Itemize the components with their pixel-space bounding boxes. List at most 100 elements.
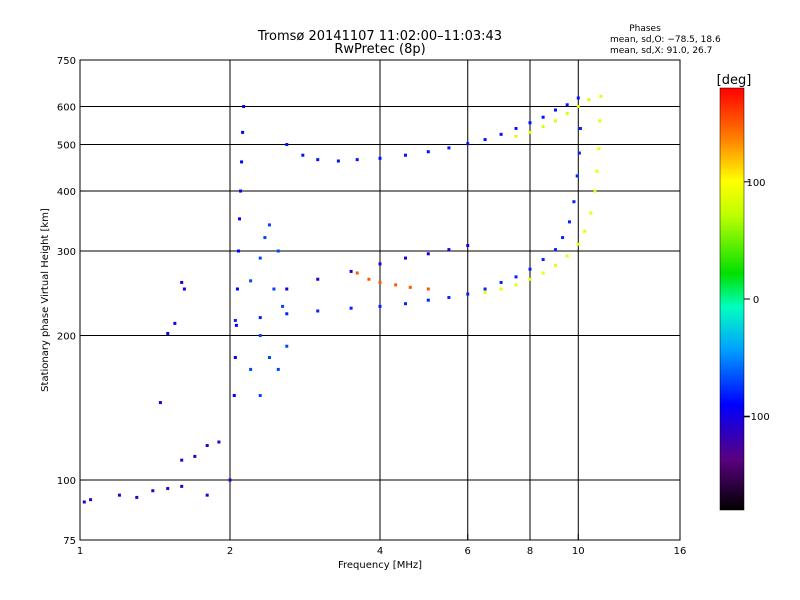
data-point-s4-p4	[565, 112, 569, 116]
data-point-s1-p9	[589, 211, 593, 215]
data-point-s0-p13	[528, 267, 532, 271]
data-point-s0-p14	[541, 258, 545, 262]
x-tick-label-4: 4	[377, 546, 383, 557]
data-point-s2-p0	[285, 287, 289, 291]
data-point-s4-p1	[528, 130, 532, 134]
data-point-s6-p6	[281, 304, 285, 308]
data-point-s0-p6	[403, 302, 407, 306]
data-point-s9-p5	[426, 287, 430, 291]
data-point-s3-p2	[316, 158, 320, 162]
data-point-s0-p3	[316, 309, 320, 313]
data-point-s0-p18	[572, 200, 576, 204]
data-point-s9-p0	[355, 271, 359, 275]
data-point-s0-p1	[258, 316, 262, 320]
data-point-s6-p9	[276, 367, 280, 371]
data-point-s3-p15	[553, 108, 557, 112]
data-point-s0-p5	[378, 304, 382, 308]
gridlines	[80, 60, 680, 540]
data-point-s5-p7	[240, 160, 244, 164]
y-tick-label-400: 400	[57, 187, 76, 198]
data-point-s3-p17	[576, 96, 580, 100]
data-point-s3-p9	[466, 142, 470, 146]
data-point-s0-p19	[575, 174, 579, 178]
data-point-s6-p0	[249, 279, 253, 283]
data-point-s7-p0	[82, 500, 86, 504]
data-point-s6-p12	[285, 344, 289, 348]
data-point-s6-p8	[267, 355, 271, 359]
data-point-s8-p2	[173, 321, 177, 325]
data-point-s3-p3	[336, 159, 340, 163]
data-point-s0-p8	[447, 296, 451, 300]
data-point-s7-p8	[205, 444, 209, 448]
data-point-s1-p4	[541, 271, 545, 275]
data-point-s1-p13	[598, 119, 602, 123]
x-tick-label-1: 1	[77, 546, 83, 557]
x-tick-label-8: 8	[527, 546, 533, 557]
x-axis-label: Frequency [MHz]	[338, 560, 422, 571]
data-point-s1-p7	[576, 242, 580, 246]
data-point-s6-p2	[263, 236, 267, 240]
data-point-s5-p2	[234, 323, 238, 327]
data-point-s7-p12	[205, 493, 209, 497]
data-point-s3-p11	[499, 132, 503, 136]
data-point-s1-p6	[565, 254, 569, 258]
data-point-s9-p3	[394, 283, 398, 287]
data-point-s0-p21	[578, 126, 582, 130]
data-point-s3-p6	[403, 153, 407, 157]
data-point-s6-p10	[249, 367, 253, 371]
data-points	[82, 94, 603, 504]
data-point-s4-p6	[587, 98, 591, 102]
y-tick-label-300: 300	[57, 247, 76, 258]
data-point-s3-p13	[528, 121, 532, 125]
data-point-s2-p2	[349, 269, 353, 273]
data-point-s1-p14	[599, 94, 603, 98]
data-point-s1-p10	[593, 189, 597, 193]
data-point-s3-p7	[426, 150, 430, 154]
data-point-s7-p10	[228, 478, 232, 482]
colorbar-tick-label-2: −100	[742, 412, 769, 423]
y-tick-label-750: 750	[57, 56, 76, 67]
phases-o-stats: mean, sd,O: −78.5, 18.6	[610, 35, 721, 45]
data-point-s9-p4	[408, 285, 412, 289]
data-point-s3-p14	[541, 115, 545, 119]
data-point-s8-p0	[158, 401, 162, 405]
data-point-s1-p0	[483, 290, 487, 294]
y-tick-label-500: 500	[57, 141, 76, 152]
data-point-s2-p5	[426, 252, 430, 256]
x-tick-label-6: 6	[465, 546, 471, 557]
data-point-s5-p0	[232, 394, 236, 398]
data-point-s4-p5	[576, 105, 580, 109]
data-point-s2-p1	[316, 277, 320, 281]
data-point-s3-p16	[565, 103, 569, 107]
colorbar	[719, 87, 745, 511]
data-point-s4-p0	[514, 134, 518, 138]
data-point-s0-p2	[285, 312, 289, 316]
data-point-s5-p8	[241, 130, 245, 134]
data-point-s1-p3	[528, 277, 532, 281]
x-axis: 1 2 4 6 8 10 16	[77, 534, 686, 557]
chart-subtitle: RwPretec (8p)	[334, 42, 425, 57]
data-point-s3-p1	[301, 153, 305, 157]
data-point-s7-p4	[151, 489, 155, 493]
data-point-s4-p3	[553, 119, 557, 123]
y-tick-label-600: 600	[57, 103, 76, 114]
data-point-s5-p5	[238, 217, 242, 221]
data-point-s7-p3	[135, 495, 139, 499]
data-point-s0-p12	[514, 275, 518, 279]
data-point-s1-p11	[595, 169, 599, 173]
data-point-s7-p11	[180, 484, 184, 488]
phases-x-stats: mean, sd,X: 91.0, 26.7	[610, 46, 712, 56]
data-point-s0-p4	[349, 306, 353, 310]
data-point-s5-p9	[242, 105, 246, 109]
colorbar-tick-label-1: 0	[753, 295, 759, 306]
y-tick-label-100: 100	[57, 476, 76, 487]
data-point-s1-p2	[514, 283, 518, 287]
data-point-s7-p9	[217, 440, 221, 444]
data-point-s0-p7	[426, 298, 430, 302]
data-point-s2-p3	[378, 262, 382, 266]
data-point-s1-p5	[553, 263, 557, 267]
data-point-s3-p5	[378, 156, 382, 160]
y-tick-label-75: 75	[63, 536, 76, 547]
data-point-s5-p6	[239, 189, 243, 193]
